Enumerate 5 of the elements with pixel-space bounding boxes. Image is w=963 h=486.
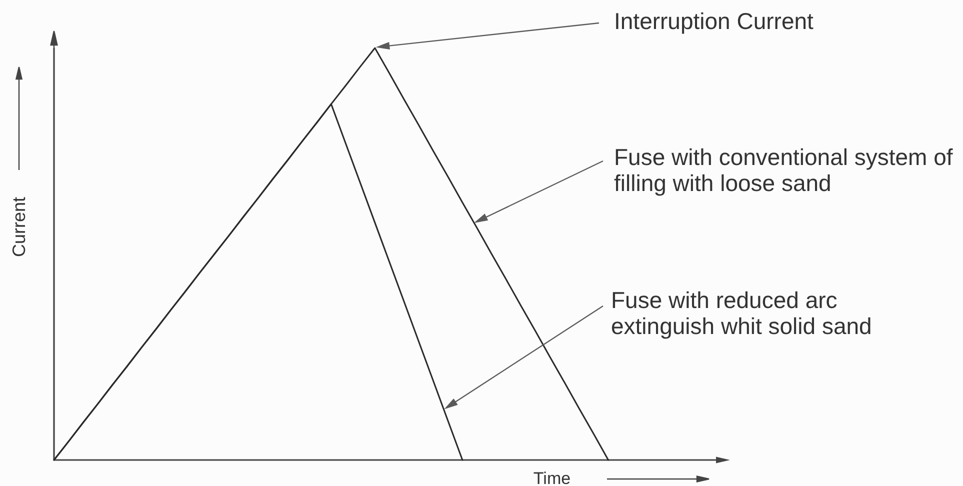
y-axis-title: Current (9, 196, 29, 258)
annotation: Fuse with reduced arc extinguish whit solid sand (611, 287, 872, 339)
x-axis-title: Time (533, 469, 571, 486)
text: Interruption Current (614, 8, 814, 34)
annotation: Fuse with conventional system of filling with loose sand (614, 144, 954, 196)
